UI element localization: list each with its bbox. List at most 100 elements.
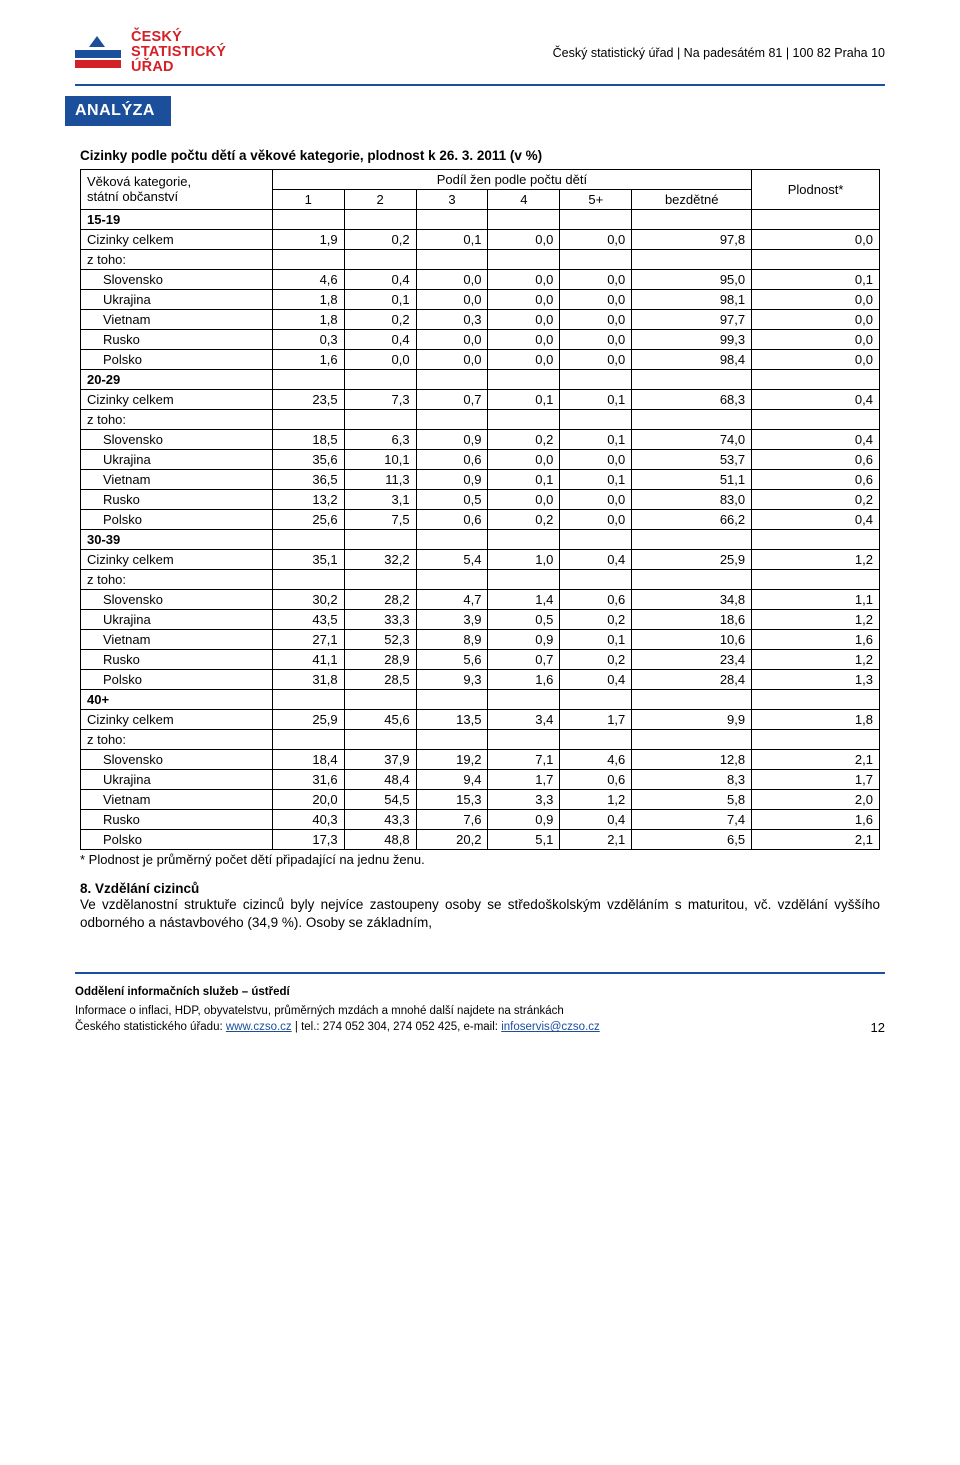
cell: 5,6: [416, 649, 488, 669]
table-row: Cizinky celkem1,90,20,10,00,097,80,0: [81, 229, 880, 249]
cell: 2,1: [752, 829, 880, 849]
cell: 1,0: [488, 549, 560, 569]
cell: 28,5: [344, 669, 416, 689]
cell: [752, 729, 880, 749]
logo: ČESKÝ STATISTICKÝ ÚŘAD: [75, 30, 226, 76]
cell: 19,2: [416, 749, 488, 769]
logo-line1: ČESKÝ: [131, 30, 226, 45]
cell: 31,8: [272, 669, 344, 689]
cell: 0,6: [416, 449, 488, 469]
cell: 0,0: [752, 309, 880, 329]
page-header: ČESKÝ STATISTICKÝ ÚŘAD Český statistický…: [75, 30, 885, 76]
cell: 5,4: [416, 549, 488, 569]
analysis-tag: ANALÝZA: [65, 96, 171, 126]
cell: 0,0: [488, 269, 560, 289]
table-row: Ukrajina31,648,49,41,70,68,31,7: [81, 769, 880, 789]
cell: 0,0: [488, 289, 560, 309]
row-label: Slovensko: [81, 749, 273, 769]
cell: 98,1: [632, 289, 752, 309]
cell: 28,2: [344, 589, 416, 609]
row-label: Ukrajina: [81, 289, 273, 309]
cell: 0,6: [560, 589, 632, 609]
row-label: Vietnam: [81, 629, 273, 649]
table-row: Rusko0,30,40,00,00,099,30,0: [81, 329, 880, 349]
table-row: Cizinky celkem35,132,25,41,00,425,91,2: [81, 549, 880, 569]
cell: 1,6: [272, 349, 344, 369]
cell: 7,3: [344, 389, 416, 409]
row-label: Polsko: [81, 829, 273, 849]
cell: 1,8: [752, 709, 880, 729]
table-row: Vietnam1,80,20,30,00,097,70,0: [81, 309, 880, 329]
cell: 37,9: [344, 749, 416, 769]
cell: 8,9: [416, 629, 488, 649]
cell: [632, 249, 752, 269]
table-row: Polsko31,828,59,31,60,428,41,3: [81, 669, 880, 689]
cell: 98,4: [632, 349, 752, 369]
table-row: Vietnam36,511,30,90,10,151,10,6: [81, 469, 880, 489]
cell: 0,9: [488, 629, 560, 649]
cell: 1,7: [752, 769, 880, 789]
cell: 95,0: [632, 269, 752, 289]
cell: 6,5: [632, 829, 752, 849]
cell: 53,7: [632, 449, 752, 469]
cell: 97,8: [632, 229, 752, 249]
cell: 0,1: [344, 289, 416, 309]
logo-line3: ÚŘAD: [131, 60, 226, 75]
cell: 0,6: [560, 769, 632, 789]
table-row: z toho:: [81, 249, 880, 269]
row-label: Rusko: [81, 809, 273, 829]
cell: 0,2: [344, 309, 416, 329]
cell: 52,3: [344, 629, 416, 649]
cell: 0,1: [752, 269, 880, 289]
cell: 0,0: [488, 449, 560, 469]
row-label: Ukrajina: [81, 609, 273, 629]
cell: [632, 569, 752, 589]
cell: 5,1: [488, 829, 560, 849]
page-number: 12: [871, 1020, 885, 1035]
cell: 48,4: [344, 769, 416, 789]
cell: 3,4: [488, 709, 560, 729]
cell: 0,2: [488, 429, 560, 449]
table-row: Rusko40,343,37,60,90,47,41,6: [81, 809, 880, 829]
cell: [752, 569, 880, 589]
header-rule: [75, 84, 885, 86]
cell: 0,0: [416, 289, 488, 309]
cell: 0,0: [752, 229, 880, 249]
cell: [560, 529, 632, 549]
cell: 0,0: [752, 329, 880, 349]
table-row: Polsko17,348,820,25,12,16,52,1: [81, 829, 880, 849]
cell: 0,9: [416, 469, 488, 489]
th-subcol: bezdětné: [632, 189, 752, 209]
footer-link-email[interactable]: infoservis@czso.cz: [501, 1021, 600, 1033]
th-subcol: 1: [272, 189, 344, 209]
footer-line2: Informace o inflaci, HDP, obyvatelstvu, …: [75, 1005, 564, 1017]
footer-link-czso[interactable]: www.czso.cz: [226, 1021, 292, 1033]
cell: [488, 729, 560, 749]
cell: 7,1: [488, 749, 560, 769]
th-subcol: 5+: [560, 189, 632, 209]
cell: 0,9: [416, 429, 488, 449]
cell: 0,0: [560, 489, 632, 509]
cell: 1,8: [272, 289, 344, 309]
cell: 99,3: [632, 329, 752, 349]
cell: 0,0: [488, 329, 560, 349]
cell: 54,5: [344, 789, 416, 809]
cell: [752, 529, 880, 549]
cell: 2,0: [752, 789, 880, 809]
cell: [344, 729, 416, 749]
row-label: Polsko: [81, 509, 273, 529]
row-label: 15-19: [81, 209, 273, 229]
footer-left: Oddělení informačních služeb – ústředí I…: [75, 984, 600, 1035]
cell: 28,9: [344, 649, 416, 669]
cell: [488, 529, 560, 549]
cell: [632, 369, 752, 389]
row-label: Cizinky celkem: [81, 549, 273, 569]
cell: [272, 729, 344, 749]
cell: 23,5: [272, 389, 344, 409]
cell: [344, 409, 416, 429]
cell: 0,0: [752, 349, 880, 369]
cell: [416, 209, 488, 229]
cell: [632, 409, 752, 429]
cell: 0,4: [344, 329, 416, 349]
table-row: Slovensko30,228,24,71,40,634,81,1: [81, 589, 880, 609]
